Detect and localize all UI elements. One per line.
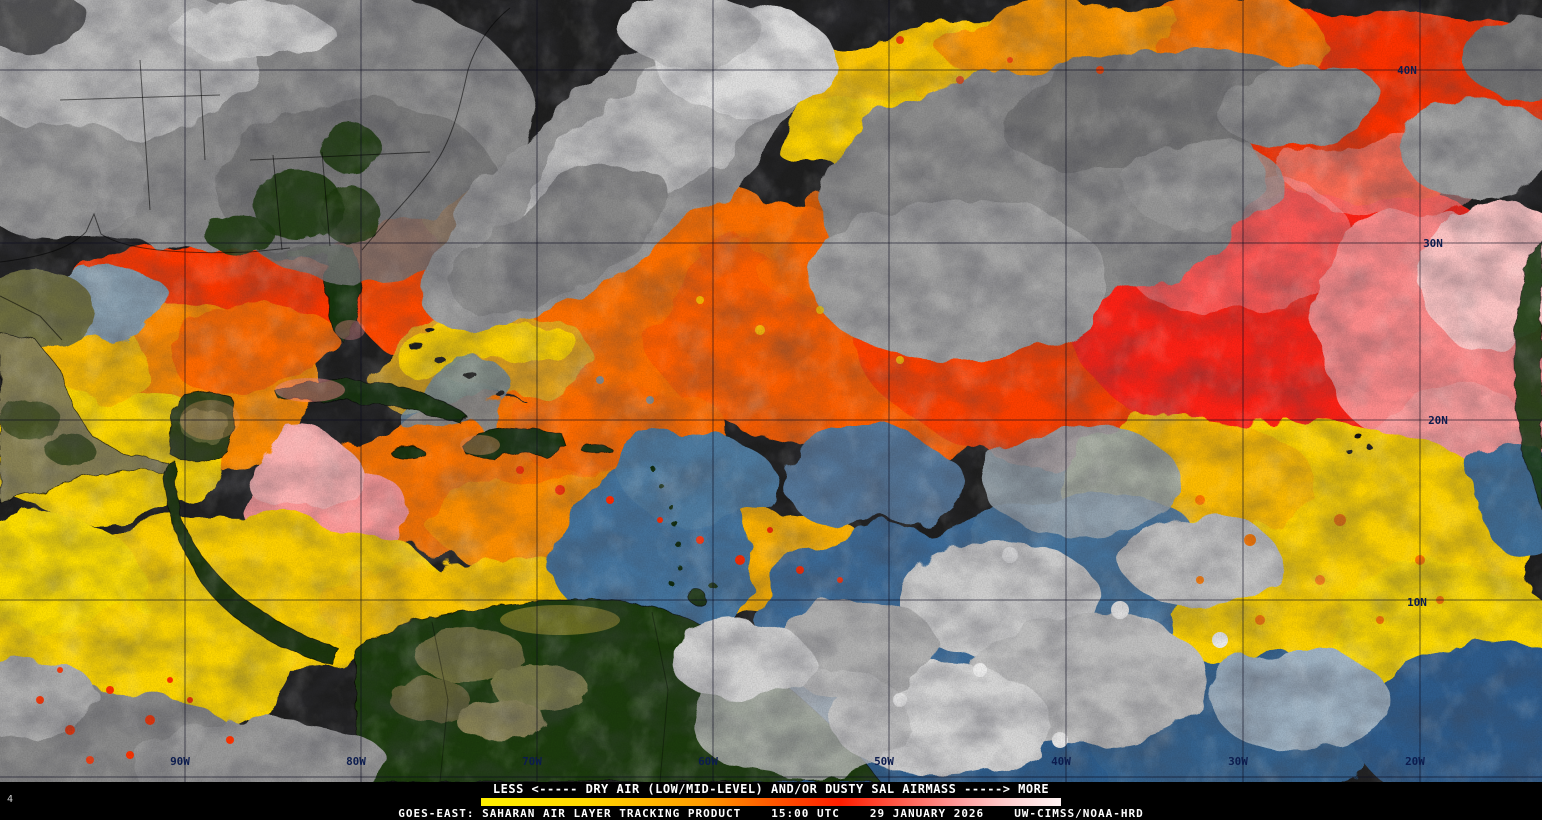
lat-label-30n: 30N	[1423, 237, 1443, 250]
lat-label-20n: 20N	[1428, 414, 1448, 427]
lon-label-70w: 70W	[522, 755, 542, 768]
texture-overlay-grain	[0, 0, 1542, 782]
boundary-lines	[0, 7, 669, 782]
caption-time: 15:00 UTC	[771, 806, 840, 820]
lon-label-20w: 20W	[1405, 755, 1425, 768]
legend: LESS <----- DRY AIR (LOW/MID-LEVEL) AND/…	[0, 782, 1542, 806]
caption-date: 29 JANUARY 2026	[869, 806, 985, 820]
lon-label-60w: 60W	[698, 755, 718, 768]
legend-gradient-bar	[481, 798, 1061, 806]
lon-label-30w: 30W	[1228, 755, 1248, 768]
lat-label-40n: 40N	[1397, 64, 1417, 77]
lon-label-90w: 90W	[170, 755, 190, 768]
lon-label-40w: 40W	[1051, 755, 1071, 768]
lon-label-50w: 50W	[874, 755, 894, 768]
satellite-map: 40N 30N 20N 10N 90W 80W 70W 60W 50W 40W …	[0, 0, 1542, 782]
lat-label-10n: 10N	[1407, 596, 1427, 609]
graticule-labels: 40N 30N 20N 10N 90W 80W 70W 60W 50W 40W …	[170, 64, 1448, 768]
caption-bar: GOES-EAST: SAHARAN AIR LAYER TRACKING PR…	[0, 806, 1542, 820]
caption-credit: UW-CIMSS/NOAA-HRD	[1014, 806, 1144, 820]
satellite-image: 40N 30N 20N 10N 90W 80W 70W 60W 50W 40W …	[0, 0, 1542, 782]
corner-mark: 4	[7, 794, 14, 805]
footer: LESS <----- DRY AIR (LOW/MID-LEVEL) AND/…	[0, 782, 1542, 820]
caption-title: GOES-EAST: SAHARAN AIR LAYER TRACKING PR…	[398, 806, 742, 820]
legend-label: LESS <----- DRY AIR (LOW/MID-LEVEL) AND/…	[492, 782, 1050, 796]
lon-label-80w: 80W	[346, 755, 366, 768]
graticule-lines	[0, 0, 1542, 782]
